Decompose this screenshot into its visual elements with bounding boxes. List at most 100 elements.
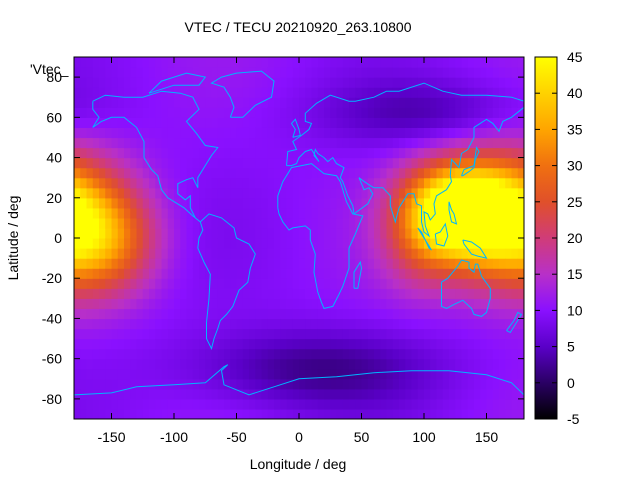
- heat-cell: [161, 187, 169, 199]
- heat-cell: [217, 368, 225, 380]
- heat-cell: [136, 328, 144, 340]
- heat-cell: [305, 318, 313, 330]
- heat-cell: [386, 97, 394, 108]
- heat-cell: [374, 127, 381, 139]
- heat-cell: [486, 177, 494, 189]
- heat-cell: [374, 238, 381, 249]
- heat-cell: [161, 177, 169, 189]
- heat-cell: [480, 97, 488, 108]
- heat-cell: [86, 137, 94, 149]
- heat-cell: [492, 117, 500, 128]
- heat-cell: [405, 258, 413, 269]
- heat-cell: [255, 217, 263, 229]
- heat-cell: [486, 378, 494, 390]
- heat-cell: [342, 137, 350, 149]
- heat-cell: [261, 408, 269, 419]
- heat-cell: [474, 197, 481, 209]
- heat-cell: [124, 87, 131, 98]
- heat-cell: [305, 398, 313, 410]
- heat-cell: [130, 378, 138, 390]
- heat-cell: [461, 217, 469, 229]
- heat-cell: [430, 348, 438, 360]
- heat-cell: [311, 358, 319, 370]
- heat-cell: [255, 67, 263, 78]
- heat-cell: [361, 338, 369, 350]
- heat-cell: [380, 398, 388, 410]
- heat-cell: [367, 278, 375, 289]
- heat-cell: [111, 288, 119, 299]
- heat-cell: [280, 207, 288, 219]
- heat-cell: [211, 97, 219, 108]
- heat-cell: [286, 388, 294, 400]
- heat-cell: [461, 408, 469, 419]
- heat-cell: [311, 67, 319, 78]
- heat-cell: [280, 137, 288, 149]
- heat-cell: [136, 127, 144, 139]
- heat-cell: [449, 348, 456, 360]
- heat-cell: [230, 207, 238, 219]
- heat-cell: [311, 278, 319, 289]
- heat-cell: [236, 157, 244, 169]
- heat-cell: [174, 238, 181, 249]
- heat-cell: [405, 278, 413, 289]
- heat-cell: [280, 97, 288, 108]
- heat-cell: [105, 177, 113, 189]
- heat-cell: [236, 288, 244, 299]
- heat-cell: [455, 408, 463, 419]
- heat-cell: [392, 187, 400, 199]
- heat-cell: [367, 308, 375, 320]
- heat-cell: [417, 87, 425, 98]
- heat-cell: [449, 398, 456, 410]
- heat-cell: [411, 107, 419, 118]
- heat-cell: [399, 167, 406, 179]
- heat-cell: [361, 348, 369, 360]
- heat-cell: [386, 238, 394, 249]
- heat-cell: [142, 248, 150, 259]
- heat-cell: [155, 308, 163, 320]
- heat-cell: [386, 187, 394, 199]
- heat-cell: [286, 87, 294, 98]
- heat-cell: [392, 408, 400, 419]
- heat-cell: [324, 408, 331, 419]
- heat-cell: [267, 378, 275, 390]
- heat-cell: [430, 207, 438, 219]
- heat-cell: [86, 338, 94, 350]
- heat-cell: [267, 398, 275, 410]
- heat-cell: [205, 127, 213, 139]
- heat-cell: [117, 97, 125, 108]
- heat-cell: [267, 238, 275, 249]
- heat-cell: [192, 177, 200, 189]
- heat-cell: [242, 348, 250, 360]
- heat-cell: [130, 268, 138, 279]
- heat-cell: [492, 197, 500, 209]
- heat-cell: [161, 87, 169, 98]
- heat-cell: [474, 328, 481, 340]
- heat-cell: [99, 147, 106, 159]
- heat-cell: [336, 278, 344, 289]
- heat-cell: [467, 117, 475, 128]
- x-tick-label: -150: [97, 429, 125, 445]
- heat-cell: [405, 137, 413, 149]
- heat-cell: [474, 278, 481, 289]
- heat-cell: [499, 127, 506, 139]
- heat-cell: [361, 358, 369, 370]
- heat-cell: [311, 328, 319, 340]
- heat-cell: [492, 268, 500, 279]
- heat-cell: [211, 137, 219, 149]
- heat-cell: [305, 167, 313, 179]
- heat-cell: [349, 318, 356, 330]
- heat-cell: [361, 87, 369, 98]
- heat-cell: [117, 298, 125, 309]
- heat-cell: [286, 398, 294, 410]
- heat-cell: [499, 398, 506, 410]
- heat-cell: [155, 217, 163, 229]
- heat-cell: [130, 167, 138, 179]
- heat-cell: [317, 117, 325, 128]
- heat-cell: [230, 87, 238, 98]
- heat-cell: [249, 288, 256, 299]
- heat-cell: [86, 197, 94, 209]
- heat-cell: [224, 378, 231, 390]
- heat-cell: [267, 308, 275, 320]
- heat-cell: [461, 388, 469, 400]
- heat-cell: [455, 157, 463, 169]
